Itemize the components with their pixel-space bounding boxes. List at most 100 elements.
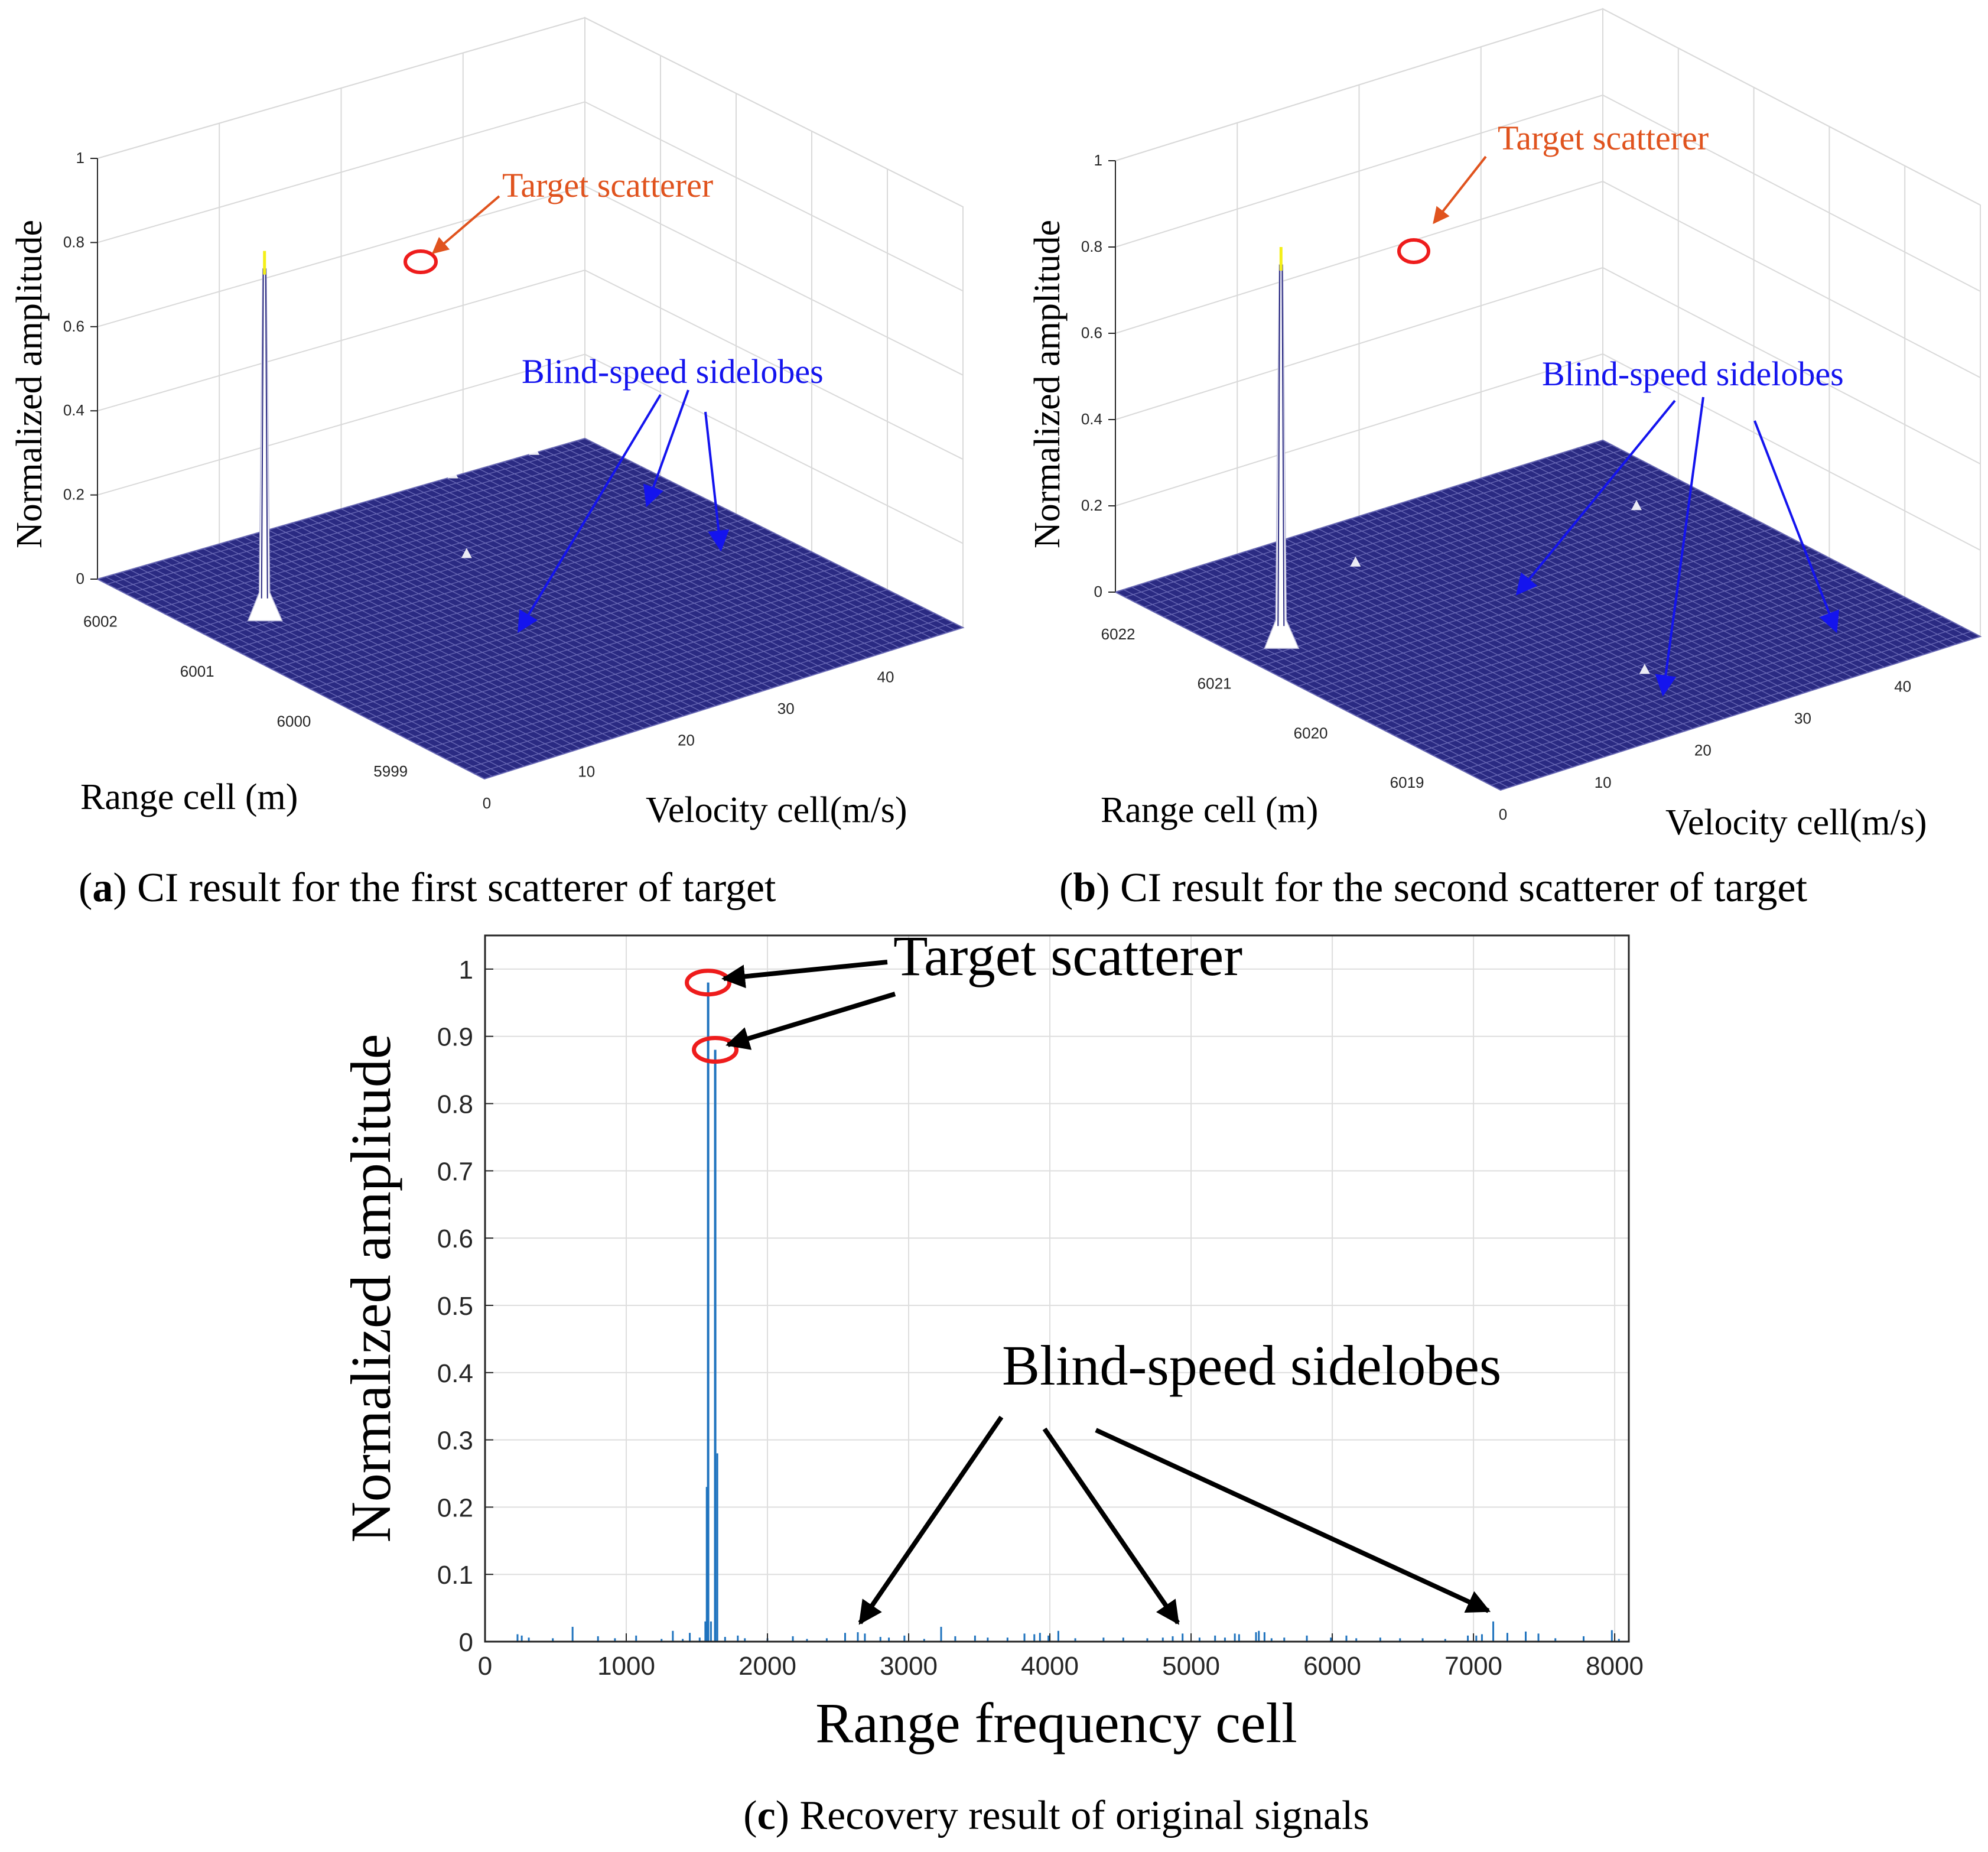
pb-mesh-line [1546,457,1925,655]
pa-mesh-line [471,470,852,664]
panel-b-x-axis-label: Range cell (m) [1101,790,1318,830]
panel-c-x-tick-label: 5000 [1162,1652,1220,1681]
panel-b-caption-letter: b [1073,865,1096,911]
pb-mesh-line [1123,589,1509,788]
panel-c-x-tick-label: 8000 [1586,1652,1644,1681]
panel-c-x-tick-label: 2000 [738,1652,796,1681]
pa-y-tick-label: 20 [678,731,695,749]
pb-z-tick-label: 1 [1094,151,1102,169]
pa-mesh-line [406,489,788,684]
pb-mesh-line [1180,571,1565,770]
pb-y-tick-label: 30 [1794,710,1811,727]
pa-mesh-line [121,571,509,772]
panel-c-x-tick-label: 4000 [1021,1652,1079,1681]
pb-mesh-line [1147,581,1533,781]
pb-mesh-line [1286,538,1669,737]
pb-mesh-line [1156,579,1541,778]
panel-b-wall-grid [1115,8,1981,638]
panel-a-wall-grid [97,17,964,629]
pa-mesh-line [519,457,900,648]
pb-target-peak-edge [1277,264,1281,626]
pa-mesh-line [454,475,836,668]
pa-mesh-line [552,447,932,638]
panel-c-y-tick-label: 0.9 [437,1023,473,1052]
panel-c-caption-text: Recovery result of original signals [789,1793,1369,1838]
pa-y-tick-label: 40 [877,668,894,686]
pa-x-tick-label: 6001 [180,662,214,680]
panel-b-target-arrow [1433,155,1487,225]
panel-c-y-tick-label: 0.3 [437,1427,473,1455]
pa-mesh-line [511,459,891,651]
panel-a-target-arrow [431,195,500,254]
panel-c-tick-labels: 0 1000 2000 3000 4000 5000 6000 7000 8000 0 0.1 0.2… [437,956,1644,1681]
pb-mesh-line [1334,523,1717,722]
panel-b-caption-text: CI result for the second scatterer of ta… [1110,865,1808,911]
pa-mesh-line [446,477,828,671]
panel-c-y-tick-label: 0.1 [437,1561,473,1590]
panel-c-sidelobe-arrow [1042,1427,1180,1625]
pa-z-gridline [97,353,964,544]
pb-z-tick-label: 0.4 [1081,410,1102,428]
pa-mesh-line [292,522,676,719]
panel-c-caption-letter: c [757,1793,776,1838]
pa-z-gridline [97,269,964,460]
panel-a-tick-labels: 0 0.2 0.4 0.6 0.8 1 6002 6001 6000 5999 0 10 20 30 40 [63,149,894,812]
pa-z-tick-label: 1 [76,149,84,167]
pb-sidelobe-peak [1631,500,1642,511]
panel-c-grid [484,935,1629,1642]
pb-x-tick-label: 6021 [1198,675,1232,693]
pa-mesh-line [316,515,700,711]
pa-mesh-line [113,574,501,775]
pb-mesh-line [1496,473,1877,670]
pa-mesh-line [324,513,708,709]
pa-sidelobe-peak [461,548,472,558]
pb-mesh-line [1537,460,1917,658]
pa-mesh-line [259,532,645,729]
pb-z-tick-label: 0.6 [1081,324,1102,342]
pb-target-peak [1264,264,1300,649]
pb-mesh-line [1310,531,1693,729]
pa-mesh-line [276,527,661,724]
panel-c-x-tick-label: 7000 [1444,1652,1502,1681]
pa-mesh-line [349,506,732,701]
panel-b-y-axis-label: Velocity cell(m/s) [1665,802,1927,843]
pb-z-tick-label: 0.8 [1081,238,1102,255]
pa-mesh-line [186,553,572,752]
pa-mesh-line [308,518,692,714]
pa-mesh-line [284,525,668,722]
pb-mesh-line [1196,566,1581,765]
pa-mesh-line [495,464,876,656]
panel-c-sidelobe-arrow [858,1415,1004,1625]
pb-mesh-line [1578,447,1957,645]
panel-c-target-arrow [725,992,896,1050]
pb-mesh-line [1294,536,1677,735]
panel-c-x-tick-label: 1000 [597,1652,655,1681]
pa-mesh-line [503,462,884,654]
panel-a-sidelobe-arrow [643,389,689,508]
panel-c-y-tick-label: 0.6 [437,1224,473,1253]
panel-a-sidelobe-arrow [518,394,662,633]
pb-mesh-line [1326,526,1709,724]
pb-y-tick-label: 10 [1595,774,1612,791]
panel-c-plot-frame [484,934,1630,1643]
pb-x-tick-label: 6020 [1294,724,1328,742]
pb-mesh-line [1318,528,1701,727]
pa-y-tick-label: 10 [578,763,595,781]
pb-mesh-line [1253,548,1637,747]
pb-mesh-line [1131,586,1517,785]
pb-mesh-line [1481,477,1861,675]
panel-c-caption: (c) Recovery result of original signals [743,1793,1369,1838]
pb-mesh-line [1204,564,1589,762]
pa-x-tick-label: 5999 [373,762,408,780]
pb-x-tick-label: 6019 [1390,774,1424,791]
panel-a-sidelobe-arrow [704,411,730,552]
pb-y-tick-label: 0 [1499,805,1507,823]
panel-a-y-axis-label: Velocity cell(m/s) [646,790,907,830]
panel-a-surface-plot: 00.20.40.60.816002600160005999010203040 … [9,17,965,911]
pa-z-gridline [97,17,964,207]
pb-mesh-line [1245,551,1629,750]
pb-mesh-line [1416,498,1797,696]
pa-x-tick-label: 6000 [277,712,311,730]
panel-a-target-label: Target scatterer [502,166,713,204]
